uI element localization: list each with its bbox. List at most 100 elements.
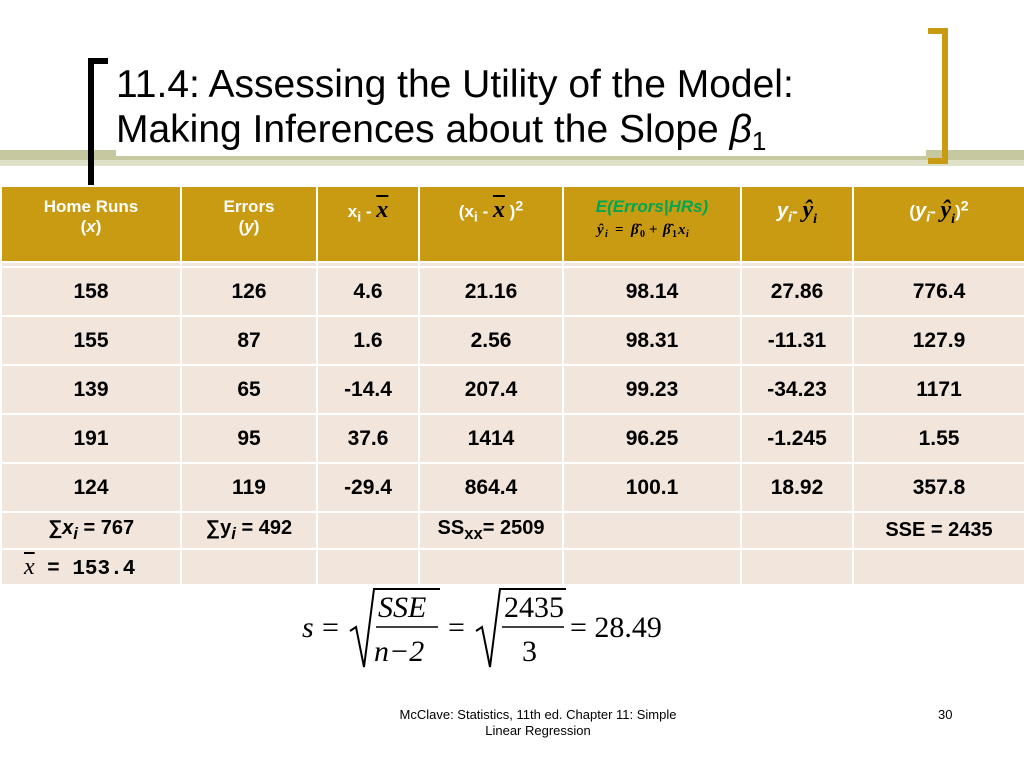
svg-text:=: = <box>615 222 624 238</box>
header-x-deviation: xi - x <box>316 185 420 263</box>
header-residual-squared: (yi- ŷi)2 <box>852 185 1024 263</box>
xbar-row: x = 153.4 <box>0 548 1024 586</box>
beta-symbol: β <box>729 108 752 151</box>
header-xi2-sub: i <box>473 209 478 226</box>
cell: 98.14 <box>562 266 742 317</box>
header-home-runs: Home Runs (x) <box>0 185 182 263</box>
left-bracket-decoration <box>88 58 108 194</box>
sqrt-sign-1 <box>349 588 440 668</box>
cell: 158 <box>0 266 182 317</box>
xbar-cell: x = 153.4 <box>0 548 182 586</box>
empty-cell <box>562 548 742 586</box>
page-number: 30 <box>938 707 953 722</box>
cell: 27.86 <box>740 266 854 317</box>
header-xbar: x <box>376 197 389 223</box>
table-row: 191 95 37.6 1414 96.25 -1.245 1.55 <box>0 413 1024 464</box>
header-xi-sub: i <box>357 209 362 226</box>
sum-y-value: = 492 <box>235 517 293 539</box>
cell: 65 <box>180 364 318 415</box>
header-home-runs-label: Home Runs <box>43 197 139 216</box>
cell: 124 <box>0 462 182 513</box>
formula-result: = 28.49 <box>570 611 662 644</box>
cell: 1171 <box>852 364 1024 415</box>
header-yi2-sub: i <box>926 209 931 226</box>
header-errors-label: Errors <box>223 197 275 216</box>
formula-s: s <box>302 611 314 644</box>
cell: 191 <box>0 413 182 464</box>
cell: -14.4 <box>316 364 420 415</box>
table-row: 124 119 -29.4 864.4 100.1 18.92 357.8 <box>0 462 1024 513</box>
cell: 95 <box>180 413 318 464</box>
empty-cell <box>852 548 1024 586</box>
header-row: Home Runs (x) Errors (y) xi - x (xi - x )2… <box>0 185 1024 263</box>
cell: -29.4 <box>316 462 420 513</box>
sum-x-value: = 767 <box>77 517 135 539</box>
title-line-1: 11.4: Assessing the Utility of the Model… <box>116 63 794 106</box>
header-expected-errors: E(Errors|HRs) ŷ i = β̂ 0 + β̂ 1 x i <box>562 185 742 263</box>
xbar-value: = 153.4 <box>47 557 136 581</box>
empty-cell <box>316 548 420 586</box>
cell: 96.25 <box>562 413 742 464</box>
formula-numerator: 2435 <box>504 591 564 624</box>
sum-y-cell: ∑yi = 492 <box>180 511 318 550</box>
cell: 18.92 <box>740 462 854 513</box>
header-y-symbol: y <box>244 217 254 236</box>
cell: 139 <box>0 364 182 415</box>
yhat-equation: ŷ i = β̂ 0 + β̂ 1 x i <box>595 222 689 240</box>
title-line-2-text: Making Inferences about the Slope <box>116 108 730 151</box>
cell: 37.6 <box>316 413 420 464</box>
cell: 99.23 <box>562 364 742 415</box>
cell: 4.6 <box>316 266 420 317</box>
cell: 1414 <box>418 413 564 464</box>
ss-value: = 2509 <box>482 517 545 539</box>
cell: -11.31 <box>740 315 854 366</box>
header-x-deviation-squared: (xi - x )2 <box>418 185 564 263</box>
header-yhat2: ŷi <box>940 197 956 227</box>
table-row: 155 87 1.6 2.56 98.31 -11.31 127.9 <box>0 315 1024 366</box>
footer-source: McClave: Statistics, 11th ed. Chapter 11… <box>399 707 677 738</box>
header-yhat-sub: i <box>813 211 817 227</box>
formula-n-minus-2: n−2 <box>374 635 424 668</box>
sum-x-symbol: ∑x <box>47 517 74 539</box>
header-expected-label: E(Errors|HRs) <box>595 197 709 216</box>
ss-sub: xx <box>464 524 483 543</box>
formula-equals-2: = <box>448 611 465 644</box>
sse-cell: SSE = 2435 <box>852 511 1024 550</box>
cell: 1.55 <box>852 413 1024 464</box>
empty-cell <box>740 548 854 586</box>
title-line-2: Making Inferences about the Slope β1 <box>116 107 916 156</box>
cell: 87 <box>180 315 318 366</box>
cell: 357.8 <box>852 462 1024 513</box>
xbar-symbol: x <box>24 553 35 580</box>
cell: 100.1 <box>562 462 742 513</box>
sum-x-cell: ∑xi = 767 <box>0 511 182 550</box>
svg-text:i: i <box>605 229 608 239</box>
header-xi: x <box>347 202 358 221</box>
header-xi2: x <box>464 202 474 221</box>
header-xbar2: x <box>492 197 505 223</box>
decorative-band-light <box>0 160 1024 166</box>
cell: -1.245 <box>740 413 854 464</box>
sum-y-sub: i <box>231 524 236 543</box>
cell: 1.6 <box>316 315 420 366</box>
header-square: 2 <box>515 198 524 215</box>
cell: 2.56 <box>418 315 564 366</box>
svg-text:+: + <box>649 222 658 238</box>
sum-y-symbol: ∑y <box>205 517 232 539</box>
svg-text:i: i <box>686 229 689 239</box>
sqrt-sign-2 <box>475 588 566 668</box>
cell: 127.9 <box>852 315 1024 366</box>
formula-sse: SSE <box>378 591 426 624</box>
empty-cell <box>316 511 420 550</box>
cell: 119 <box>180 462 318 513</box>
ss-label: SS <box>437 517 465 539</box>
svg-text:0: 0 <box>640 229 645 239</box>
beta-subscript: 1 <box>751 126 767 156</box>
header-yi-sub: i <box>788 209 793 226</box>
cell: 864.4 <box>418 462 564 513</box>
table-row: 139 65 -14.4 207.4 99.23 -34.23 1171 <box>0 364 1024 415</box>
regression-table: Home Runs (x) Errors (y) xi - x (xi - x )2… <box>0 185 1024 586</box>
empty-cell <box>740 511 854 550</box>
cell: 98.31 <box>562 315 742 366</box>
ssxx-cell: SSxx= 2509 <box>418 511 564 550</box>
